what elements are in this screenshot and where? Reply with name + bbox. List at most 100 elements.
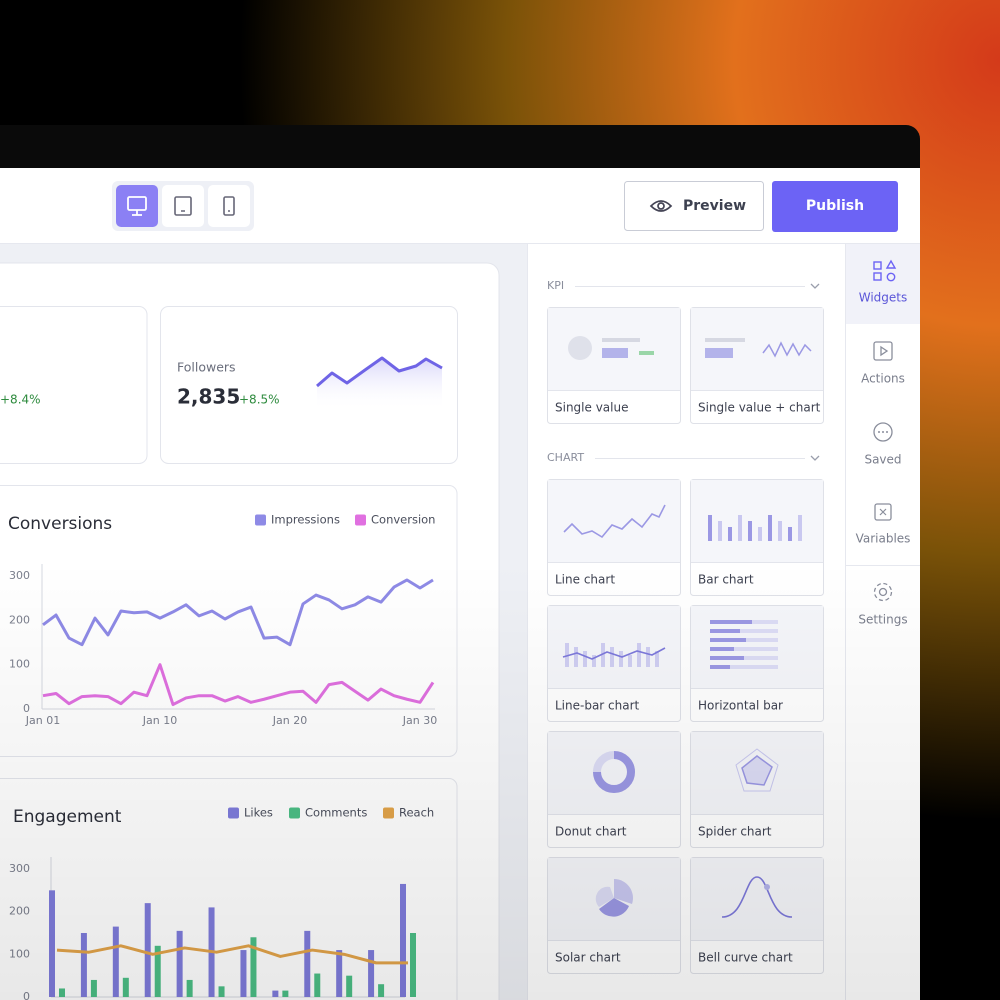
- sidebar-item[interactable]: Widgets: [859, 259, 908, 305]
- widget-tile[interactable]: Line-bar chart: [547, 605, 681, 722]
- active-tab: [846, 244, 920, 324]
- y-tick-label: 100: [9, 947, 30, 960]
- kpi-value: 2,835: [177, 385, 240, 409]
- widget-tile[interactable]: Bar chart: [690, 479, 824, 596]
- sidebar-label: Actions: [861, 372, 905, 386]
- thumbnail-shape: [646, 647, 650, 667]
- bar: [378, 984, 385, 997]
- bar: [186, 979, 193, 997]
- bar: [90, 979, 97, 997]
- tile-preview: [548, 732, 680, 814]
- thumbnail-shape: [637, 643, 641, 667]
- chart-title: Conversions: [8, 514, 112, 534]
- bar: [282, 990, 289, 997]
- sidebar-item[interactable]: Variables: [856, 503, 911, 546]
- thumbnail-shape: [610, 647, 614, 667]
- thumbnail-shape: [639, 351, 654, 355]
- legend-label: Impressions: [271, 513, 340, 527]
- tablet-button[interactable]: [162, 185, 204, 227]
- sidebar-label: Widgets: [859, 291, 908, 305]
- section-toggle[interactable]: [810, 283, 820, 289]
- tile-thumbnail: [708, 515, 802, 541]
- bar: [304, 930, 311, 997]
- sidebar-item[interactable]: Saved: [864, 422, 902, 467]
- thumbnail-shape: [744, 656, 778, 660]
- tile-label: Donut chart: [555, 825, 627, 839]
- desktop-button[interactable]: [116, 185, 158, 227]
- y-tick-label: 100: [9, 658, 30, 671]
- thumbnail-shape: [710, 647, 734, 651]
- bar: [59, 988, 65, 997]
- x-tick-label: Jan 30: [402, 714, 437, 727]
- thumbnail-shape: [778, 521, 782, 541]
- thumbnail-shape: [798, 515, 802, 541]
- bar: [272, 990, 279, 997]
- publish-button[interactable]: Publish: [772, 181, 898, 232]
- widget-tile[interactable]: Donut chart: [547, 731, 681, 848]
- icon-shape: [886, 272, 896, 282]
- legend-swatch: [289, 807, 300, 819]
- sidebar-label: Variables: [856, 532, 911, 546]
- thumbnail-shape: [568, 336, 592, 360]
- tile-label: Spider chart: [698, 825, 772, 839]
- bar: [240, 950, 247, 997]
- bar: [49, 890, 55, 997]
- bar: [176, 930, 183, 997]
- icon-shape: [873, 341, 893, 361]
- sidebar-icon: [873, 259, 897, 282]
- widget-tile[interactable]: Solar chart: [547, 857, 681, 974]
- icon-shape: [885, 259, 897, 269]
- bar: [368, 950, 375, 997]
- sidebar-icon: [874, 503, 892, 521]
- thumbnail-shape: [728, 527, 732, 541]
- thumbnail-shape: [730, 665, 778, 669]
- preview-button[interactable]: Preview: [624, 181, 764, 231]
- tile-label: Bar chart: [698, 573, 754, 587]
- thumbnail-shape: [768, 515, 772, 541]
- thumbnail-shape: [583, 651, 587, 667]
- widget-tile[interactable]: Single value: [547, 307, 681, 424]
- bar: [314, 973, 321, 997]
- section-toggle[interactable]: [810, 455, 820, 461]
- widget-tile[interactable]: Bell curve chart: [690, 857, 824, 974]
- mobile-button[interactable]: [208, 185, 250, 227]
- kpi-card: [0, 306, 148, 464]
- kpi-delta: +8.5%: [239, 393, 280, 407]
- icon-shape: [880, 345, 889, 357]
- thumbnail-shape: [734, 647, 778, 651]
- bar: [122, 977, 129, 997]
- thumbnail-shape: [718, 521, 722, 541]
- bar: [144, 903, 151, 997]
- icon-shape: [873, 272, 882, 281]
- section-title: KPI: [547, 279, 564, 292]
- widget-tile[interactable]: Horizontal bar: [690, 605, 824, 722]
- bar: [346, 975, 353, 997]
- bar: [218, 986, 225, 997]
- widget-tile[interactable]: Spider chart: [690, 731, 824, 848]
- thumbnail-shape: [708, 515, 712, 541]
- thumbnail-shape: [574, 647, 578, 667]
- thumbnail-shape: [748, 521, 752, 541]
- sidebar-item[interactable]: Actions: [861, 341, 905, 386]
- thumbnail-shape: [563, 504, 666, 539]
- thumbnail-shape: [740, 629, 778, 633]
- icon-shape: [873, 261, 882, 270]
- legend-swatch: [228, 807, 239, 819]
- kpi-card: [160, 306, 458, 464]
- sidebar-label: Saved: [864, 453, 901, 467]
- tile-preview: [691, 858, 823, 940]
- widget-tile[interactable]: Line chart: [547, 479, 681, 596]
- thumbnail-shape: [628, 655, 632, 667]
- tile-label: Line-bar chart: [555, 699, 640, 713]
- chart-title: Engagement: [13, 807, 122, 827]
- tile-thumbnail: [568, 336, 654, 360]
- thumbnail-shape: [710, 656, 744, 660]
- bar: [410, 933, 416, 997]
- tile-label: Single value: [555, 401, 628, 415]
- thumbnail-shape: [619, 651, 623, 667]
- thumbnail-shape: [710, 620, 752, 624]
- preview-label: Preview: [683, 198, 746, 214]
- thumbnail-shape: [710, 629, 740, 633]
- widget-tile[interactable]: Single value + chart: [690, 307, 824, 424]
